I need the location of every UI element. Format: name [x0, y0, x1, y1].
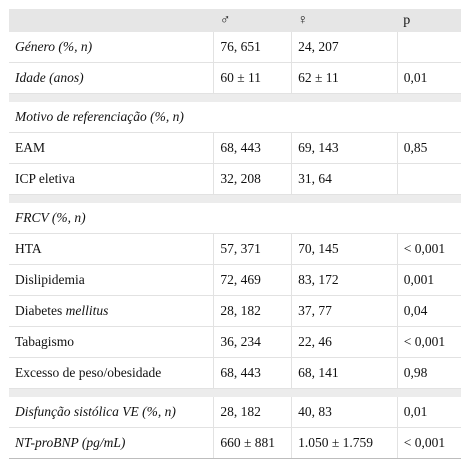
male-value: 57, 371	[213, 233, 292, 265]
header-female-symbol: ♀	[291, 9, 398, 32]
section-spacer	[9, 194, 461, 203]
row-label: Tabagismo	[9, 326, 214, 358]
female-value: 70, 145	[291, 233, 398, 265]
p-value: 0,04	[396, 295, 461, 327]
row-label: Excesso de peso/obesidade	[9, 357, 214, 389]
male-value: 72, 469	[213, 264, 292, 296]
female-value: 62 ± 11	[291, 62, 398, 94]
table-row: HTA 57, 371 70, 145 < 0,001	[9, 233, 461, 265]
male-value: 68, 443	[213, 357, 292, 389]
female-value: 24, 207	[291, 32, 398, 63]
header-male-symbol: ♂	[213, 9, 292, 32]
section-title: Motivo de referenciação (%, n)	[9, 102, 461, 133]
table-header-row: ♂ ♀ p	[9, 9, 461, 32]
row-label: HTA	[9, 233, 214, 265]
male-value: 68, 443	[213, 132, 292, 164]
table-row: NT-proBNP (pg/mL) 660 ± 881 1.050 ± 1.75…	[9, 427, 461, 459]
female-value: 68, 141	[291, 357, 398, 389]
female-value: 1.050 ± 1.759	[291, 427, 398, 459]
female-value: 83, 172	[291, 264, 398, 296]
row-label-text: Diabetes	[15, 303, 66, 318]
male-value: 28, 182	[213, 295, 292, 327]
p-value: 0,01	[396, 397, 461, 428]
p-value	[396, 163, 461, 195]
male-value: 32, 208	[213, 163, 292, 195]
table-row: Tabagismo 36, 234 22, 46 < 0,001	[9, 326, 461, 358]
row-label: Disfunção sistólica VE (%, n)	[9, 397, 214, 428]
header-cell-label	[9, 9, 214, 32]
p-value: < 0,001	[396, 427, 461, 459]
header-p-value: p	[397, 9, 461, 32]
row-label-italic: mellitus	[65, 303, 109, 318]
row-label: Género (%, n)	[9, 32, 214, 63]
section-header-row: Motivo de referenciação (%, n)	[9, 102, 461, 133]
row-label: ICP eletiva	[9, 163, 214, 195]
p-value: 0,85	[396, 132, 461, 164]
row-label: EAM	[9, 132, 214, 164]
p-value: 0,01	[396, 62, 461, 94]
female-value: 31, 64	[291, 163, 398, 195]
female-value: 22, 46	[291, 326, 398, 358]
male-value: 36, 234	[213, 326, 292, 358]
table-row: Dislipidemia 72, 469 83, 172 0,001	[9, 264, 461, 296]
row-label: Dislipidemia	[9, 264, 214, 296]
row-label: Diabetes mellitus	[9, 295, 214, 327]
male-value: 60 ± 11	[213, 62, 292, 94]
section-spacer	[9, 388, 461, 397]
male-value: 660 ± 881	[213, 427, 292, 459]
table-row: EAM 68, 443 69, 143 0,85	[9, 132, 461, 164]
section-spacer	[9, 93, 461, 102]
female-value: 37, 77	[291, 295, 398, 327]
table-row: Género (%, n) 76, 651 24, 207	[9, 32, 461, 63]
table-row: Diabetes mellitus 28, 182 37, 77 0,04	[9, 295, 461, 327]
p-value: < 0,001	[396, 326, 461, 358]
p-value: 0,001	[396, 264, 461, 296]
row-label: NT-proBNP (pg/mL)	[9, 427, 214, 459]
male-value: 76, 651	[213, 32, 292, 63]
table-row: Excesso de peso/obesidade 68, 443 68, 14…	[9, 357, 461, 389]
row-label: Idade (anos)	[9, 62, 214, 94]
table-row: ICP eletiva 32, 208 31, 64	[9, 163, 461, 195]
p-value: 0,98	[396, 357, 461, 389]
female-value: 40, 83	[291, 397, 398, 428]
section-header-row: FRCV (%, n)	[9, 203, 461, 234]
male-value: 28, 182	[213, 397, 292, 428]
table-row: Idade (anos) 60 ± 11 62 ± 11 0,01	[9, 62, 461, 94]
p-value	[396, 32, 461, 63]
female-value: 69, 143	[291, 132, 398, 164]
section-title: FRCV (%, n)	[9, 203, 461, 234]
comparison-table: ♂ ♀ p Género (%, n) 76, 651 24, 207 Idad…	[9, 9, 461, 459]
p-value: < 0,001	[396, 233, 461, 265]
table-row: Disfunção sistólica VE (%, n) 28, 182 40…	[9, 397, 461, 428]
